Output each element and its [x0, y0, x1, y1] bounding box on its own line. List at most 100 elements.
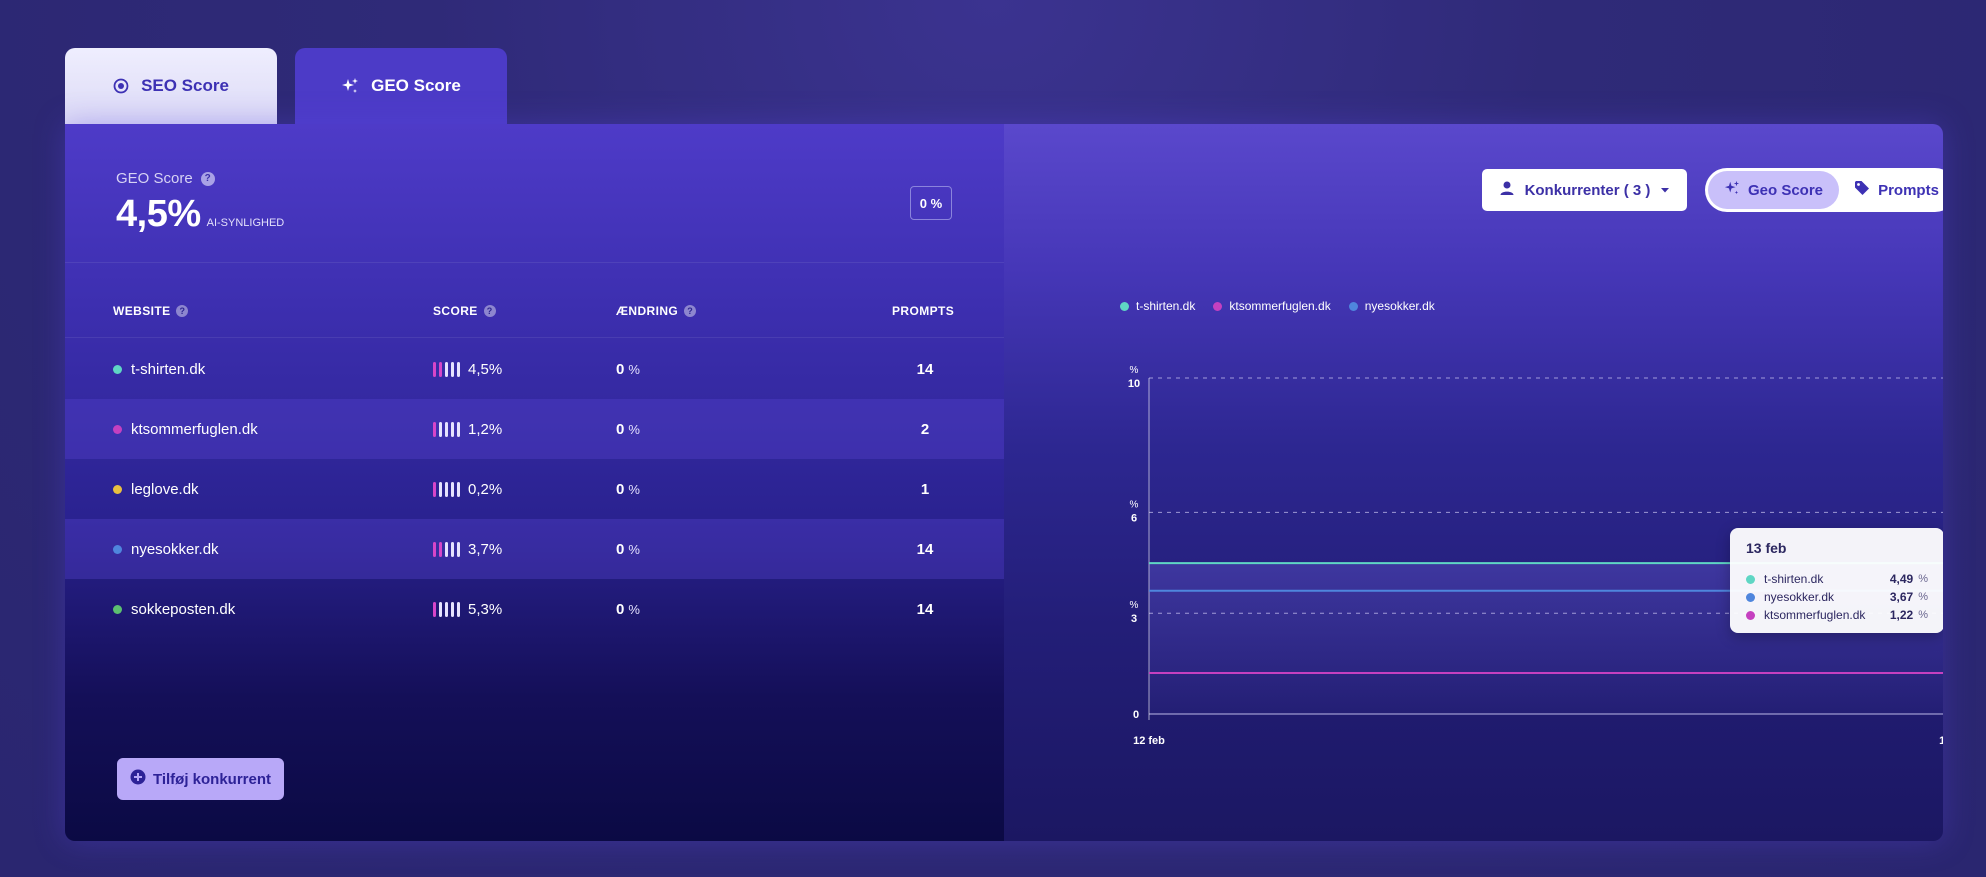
- column-website[interactable]: WEBSITE ?: [113, 294, 189, 328]
- score-bar: [451, 481, 454, 497]
- geo-summary: GEO Score ? 4,5% AI-SYNLIGHED: [116, 170, 284, 236]
- score-cell: 0,2%: [433, 459, 502, 519]
- color-dot: [113, 364, 122, 374]
- website-cell: ktsommerfuglen.dk: [113, 399, 258, 459]
- score-bars: [433, 481, 460, 497]
- score-bar: [451, 421, 454, 437]
- score-bar: [451, 601, 454, 617]
- color-dot: [113, 424, 122, 434]
- score-cell: 4,5%: [433, 339, 502, 399]
- website-cell: leglove.dk: [113, 459, 199, 519]
- x-tick-label: 13 feb: [1939, 735, 1943, 747]
- score-bars: [433, 361, 460, 377]
- score-bar: [439, 541, 442, 557]
- change-cell: 0 %: [616, 459, 640, 519]
- chart-tooltip: 13 feb t-shirten.dk 4,49 % nyesokker.dk …: [1730, 528, 1943, 633]
- change-badge: 0 %: [910, 186, 952, 220]
- color-dot: [113, 604, 122, 614]
- website-name: leglove.dk: [131, 480, 199, 498]
- tooltip-value: 3,67: [1889, 590, 1914, 604]
- y-tick-label: 10: [1128, 378, 1140, 390]
- prompts-value: 1: [920, 480, 930, 498]
- score-bars: [433, 421, 460, 437]
- score-value: 0,2%: [468, 480, 503, 498]
- legend-item[interactable]: t-shirten.dk: [1120, 299, 1195, 313]
- score-bars: [433, 541, 460, 557]
- tab-seo-score[interactable]: SEO Score: [65, 48, 277, 124]
- tooltip-dot: [1746, 592, 1755, 602]
- change-value: 0: [616, 600, 625, 618]
- help-icon[interactable]: ?: [684, 305, 697, 317]
- tooltip-dot: [1746, 610, 1755, 620]
- table-row[interactable]: ktsommerfuglen.dk 1,2% 0 % 2: [65, 399, 1004, 459]
- website-name: sokkeposten.dk: [131, 600, 236, 618]
- competitors-dropdown[interactable]: Konkurrenter ( 3 ): [1482, 169, 1687, 211]
- score-bar: [445, 481, 448, 497]
- column-label: WEBSITE: [113, 304, 171, 318]
- tooltip-date: 13 feb: [1746, 540, 1787, 556]
- toggle-label: Prompts: [1878, 181, 1939, 199]
- tooltip-value: 1,22: [1889, 608, 1914, 622]
- change-cell: 0 %: [616, 579, 640, 639]
- x-tick-label: 12 feb: [1133, 735, 1165, 747]
- score-value: 5,3%: [468, 600, 503, 618]
- table-row[interactable]: nyesokker.dk 3,7% 0 % 14: [65, 519, 1004, 579]
- user-icon: [1499, 180, 1515, 200]
- toggle-label: Geo Score: [1747, 181, 1824, 199]
- column-prompts[interactable]: PROMPTS: [892, 294, 954, 328]
- change-unit: %: [628, 421, 640, 437]
- score-value: 3,7%: [468, 540, 503, 558]
- score-bar: [457, 421, 460, 437]
- legend-item[interactable]: ktsommerfuglen.dk: [1213, 299, 1331, 313]
- tooltip-dot: [1746, 574, 1755, 584]
- tab-label: GEO Score: [371, 76, 461, 95]
- legend-item[interactable]: nyesokker.dk: [1348, 299, 1435, 313]
- table-row[interactable]: sokkeposten.dk 5,3% 0 % 14: [65, 579, 1004, 639]
- legend-label: t-shirten.dk: [1136, 299, 1196, 313]
- tooltip-unit: %: [1918, 591, 1928, 603]
- toggle-geo-score[interactable]: Geo Score: [1708, 171, 1839, 209]
- add-competitor-button[interactable]: Tilføj konkurrent: [117, 758, 284, 800]
- change-unit: %: [628, 601, 640, 617]
- tooltip-site: ktsommerfuglen.dk: [1764, 608, 1866, 622]
- table-row[interactable]: t-shirten.dk 4,5% 0 % 14: [65, 339, 1004, 399]
- plus-circle-icon: [130, 769, 146, 789]
- tab-geo-score[interactable]: GEO Score: [295, 48, 507, 124]
- table-header: WEBSITE ? SCORE ? ÆNDRING ? PROMPTS: [65, 294, 1004, 328]
- score-bar: [457, 481, 460, 497]
- tooltip-site: nyesokker.dk: [1764, 590, 1835, 604]
- website-name: t-shirten.dk: [131, 360, 206, 378]
- score-value: 4,5%: [468, 360, 503, 378]
- sparkles-icon: [341, 77, 359, 95]
- y-tick-unit: %: [1130, 365, 1139, 376]
- competitors-label: Konkurrenter ( 3 ): [1524, 181, 1651, 199]
- geo-score-value: 4,5%: [116, 193, 201, 235]
- score-bar: [457, 361, 460, 377]
- help-icon[interactable]: ?: [200, 171, 215, 186]
- right-panel: Konkurrenter ( 3 ) Geo Score Prompts: [1004, 124, 1943, 841]
- help-icon[interactable]: ?: [176, 305, 189, 317]
- change-unit: %: [628, 361, 640, 377]
- tooltip-unit: %: [1918, 609, 1928, 621]
- legend-dot: [1348, 301, 1358, 311]
- score-bar: [445, 541, 448, 557]
- color-dot: [113, 544, 122, 554]
- help-icon[interactable]: ?: [483, 305, 496, 317]
- column-score[interactable]: SCORE ?: [433, 294, 496, 328]
- toggle-prompts[interactable]: Prompts: [1839, 171, 1943, 209]
- column-change[interactable]: ÆNDRING ?: [616, 294, 697, 328]
- prompts-value: 2: [920, 420, 930, 438]
- score-cell: 1,2%: [433, 399, 502, 459]
- add-competitor-label: Tilføj konkurrent: [152, 770, 272, 788]
- column-label: ÆNDRING: [616, 304, 679, 318]
- tooltip-value: 4,49: [1889, 572, 1914, 586]
- score-bar: [433, 541, 436, 557]
- change-cell: 0 %: [616, 339, 640, 399]
- table-row[interactable]: leglove.dk 0,2% 0 % 1: [65, 459, 1004, 519]
- change-value: 0: [616, 360, 625, 378]
- divider: [65, 337, 1004, 338]
- geo-score-sublabel: AI-SYNLIGHED: [206, 217, 285, 229]
- prompts-cell: 14: [910, 339, 940, 399]
- score-bar: [445, 361, 448, 377]
- score-bar: [433, 361, 436, 377]
